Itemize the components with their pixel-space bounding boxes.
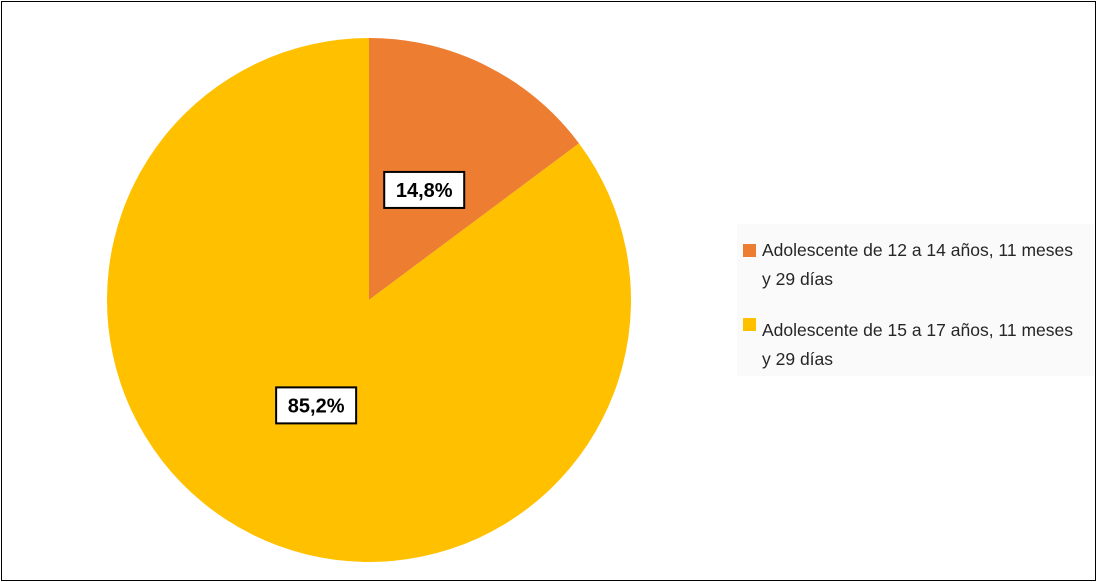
data-label-0: 14,8% [383,170,466,209]
data-label-box-1 [275,386,358,425]
data-label-text-1: 85,2% [288,395,345,417]
legend-swatch-0 [743,244,756,257]
legend-swatch-1 [743,318,756,331]
pie-slices [106,38,632,562]
pie-slice-1 [106,38,632,562]
legend-label-1: Adolescente de 15 a 17 años, 11 meses y … [762,320,1074,369]
data-label-text-0: 14,8% [396,180,453,202]
pie-slice-0 [369,38,580,300]
legend-label-0: Adolescente de 12 a 14 años, 11 meses y … [762,240,1074,289]
data-label-box-0 [383,170,466,209]
pie-data-labels: 14,8% 85,2% [275,170,466,425]
data-label-1: 85,2% [275,386,358,425]
legend: Adolescente de 12 a 14 años, 11 meses y … [737,224,1094,376]
